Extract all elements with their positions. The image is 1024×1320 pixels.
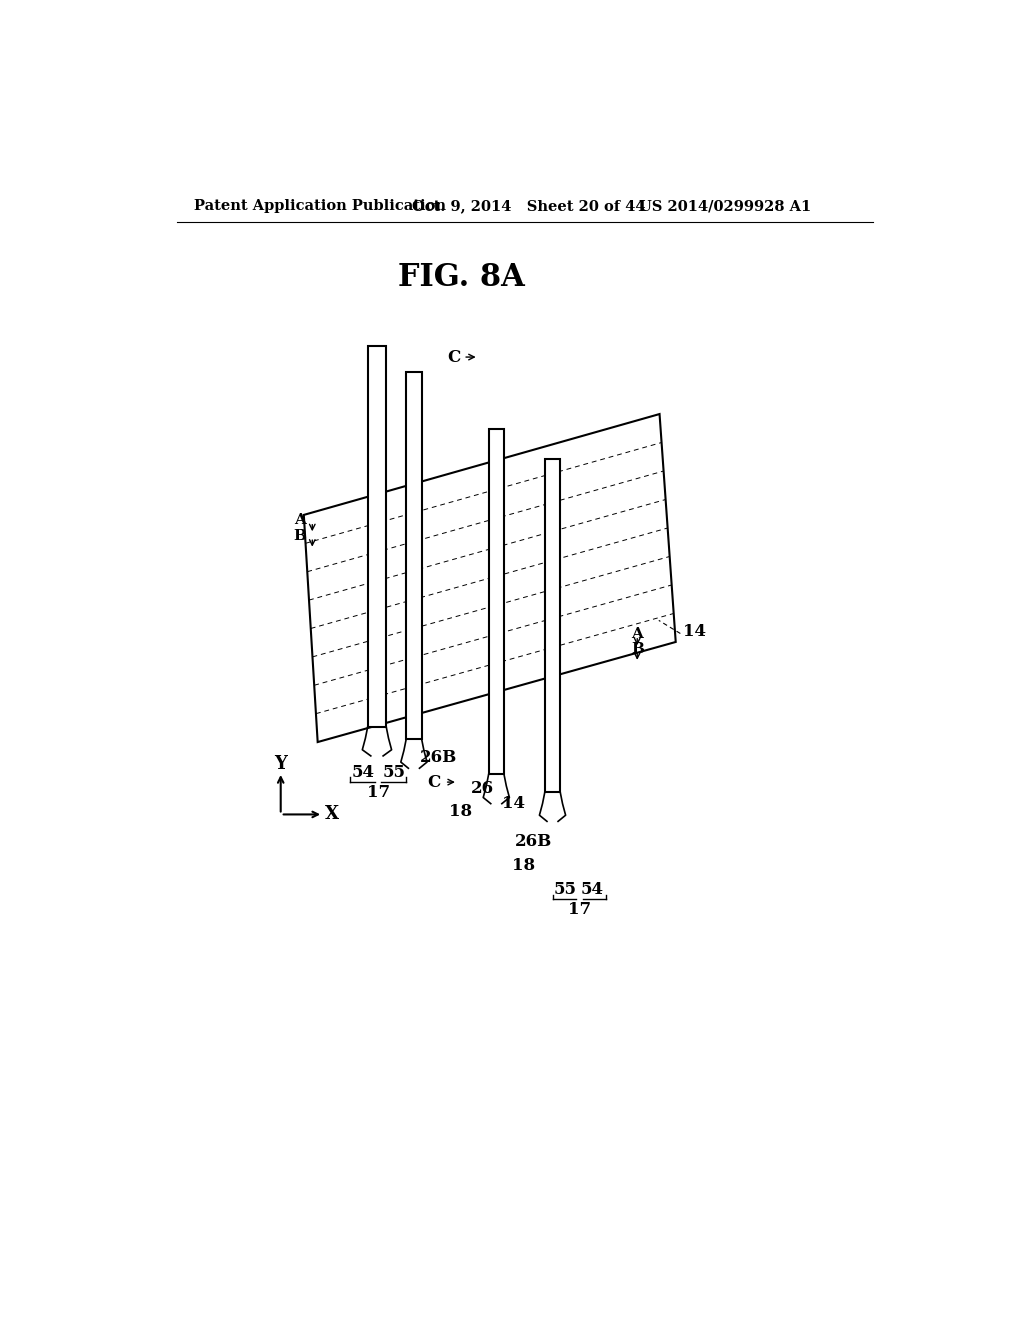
Text: B: B (631, 642, 644, 656)
Text: 54: 54 (581, 882, 604, 899)
Text: 26B: 26B (420, 748, 457, 766)
Text: 55: 55 (553, 882, 577, 899)
Text: 17: 17 (367, 784, 390, 801)
Text: 54: 54 (351, 764, 375, 781)
Text: 55: 55 (382, 764, 406, 781)
Text: B: B (293, 529, 306, 543)
Polygon shape (304, 414, 676, 742)
Text: Y: Y (274, 755, 287, 772)
Polygon shape (368, 346, 386, 726)
Polygon shape (488, 429, 504, 775)
Text: C: C (446, 348, 460, 366)
Text: 26B: 26B (515, 833, 552, 850)
Text: FIG. 8A: FIG. 8A (398, 263, 525, 293)
Polygon shape (407, 372, 422, 739)
Text: 14: 14 (683, 623, 707, 640)
Text: A: A (631, 627, 643, 642)
Text: 14: 14 (502, 795, 524, 812)
Text: Patent Application Publication: Patent Application Publication (195, 199, 446, 213)
Text: 18: 18 (449, 803, 472, 820)
Text: A: A (294, 513, 306, 527)
Text: 18: 18 (512, 857, 535, 874)
Text: X: X (326, 805, 339, 824)
Text: 26: 26 (471, 780, 494, 797)
Text: 17: 17 (568, 902, 591, 919)
Text: US 2014/0299928 A1: US 2014/0299928 A1 (639, 199, 811, 213)
Text: C: C (428, 774, 441, 791)
Polygon shape (545, 459, 560, 792)
Text: Oct. 9, 2014   Sheet 20 of 44: Oct. 9, 2014 Sheet 20 of 44 (412, 199, 645, 213)
